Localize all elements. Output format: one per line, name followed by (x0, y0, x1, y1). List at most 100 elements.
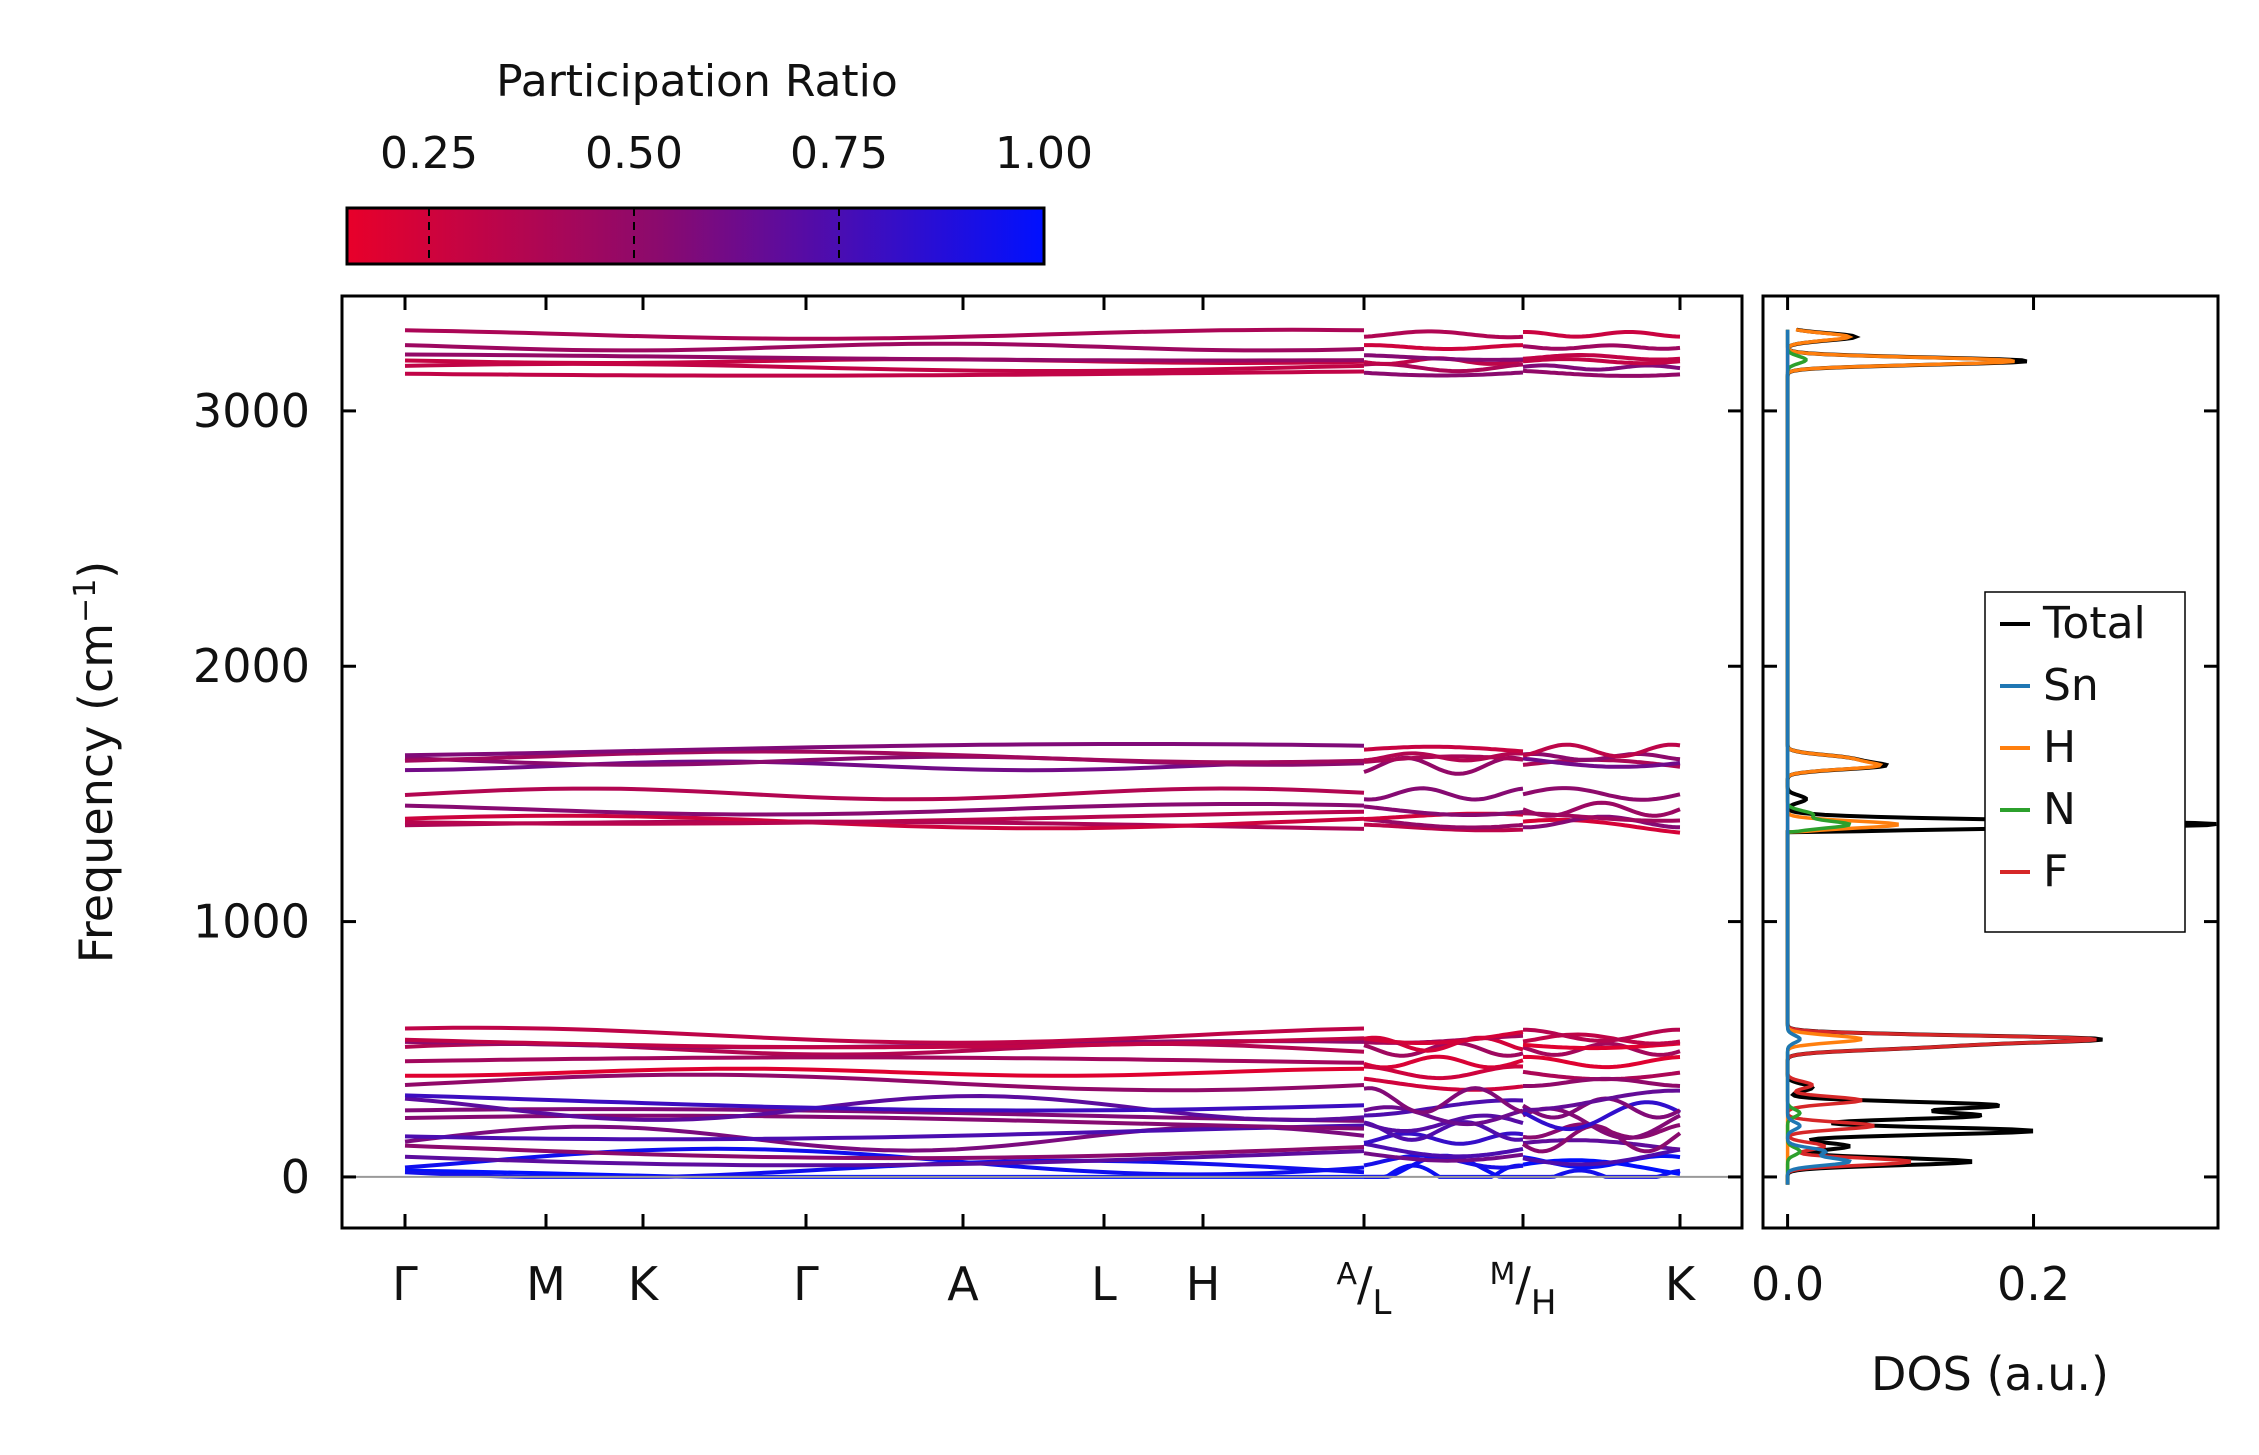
band-line (1522, 353, 1681, 362)
band-line (1522, 752, 1681, 762)
band-line (1363, 786, 1524, 802)
band-line (1522, 800, 1681, 818)
legend-label: H (2043, 722, 2076, 773)
band-line (405, 1066, 1365, 1078)
band-line (404, 1055, 1365, 1065)
colorbar-gradient (345, 206, 1046, 266)
band-line (1522, 742, 1681, 759)
band-line (1522, 1032, 1681, 1046)
band-line (1523, 1076, 1681, 1088)
x-tick-label: H (1186, 1257, 1221, 1311)
band-line (404, 1123, 1365, 1142)
band-line (1522, 1041, 1681, 1057)
band-line (1363, 1105, 1524, 1127)
band-line (1363, 1076, 1524, 1092)
band-line (404, 369, 1365, 378)
band-line (1363, 751, 1524, 763)
band-line (1363, 370, 1524, 378)
band-line (404, 1025, 1365, 1045)
band-line (1522, 343, 1681, 351)
band-line (1522, 817, 1681, 835)
band-line (1522, 1054, 1681, 1070)
band-line (404, 809, 1365, 826)
band-line (1363, 1120, 1524, 1142)
colorbar-title: Participation Ratio (496, 56, 898, 107)
band-line (1522, 1138, 1681, 1152)
band-line (1522, 1147, 1681, 1167)
band-line (1523, 330, 1681, 339)
legend-box (1984, 591, 2186, 933)
dos-panel: 0.0 0.2 DOS (a.u.) Total Sn HNF (1751, 294, 2220, 1401)
colorbar-tick-label: 0.25 (380, 128, 478, 179)
band-line (1522, 368, 1681, 378)
band-line (404, 1149, 1365, 1168)
band-line (404, 1093, 1365, 1123)
legend-label: F (2043, 846, 2068, 897)
band-axis-frame (340, 294, 1744, 1230)
band-line (1363, 1064, 1524, 1081)
band-line (1363, 1151, 1524, 1163)
x-tick-label: M/H (1490, 1257, 1557, 1323)
band-line (404, 1072, 1365, 1093)
band-line (404, 749, 1365, 765)
x-tick-label: A/L (1337, 1257, 1392, 1323)
y-tick-label: 1000 (193, 895, 310, 949)
band-line (1363, 822, 1524, 833)
band-line (1363, 1086, 1524, 1115)
band-line (404, 1143, 1365, 1161)
colorbar: Participation Ratio 0.25 0.50 0.75 1.00 (345, 56, 1093, 266)
dos-x-tick-label: 0.2 (1997, 1257, 2070, 1311)
band-line (404, 1107, 1365, 1123)
band-line (1363, 329, 1524, 340)
band-line (404, 786, 1365, 802)
band-structure-panel: 0 1000 2000 3000 Γ M K Γ A L H A/L M/H K Frequency (… (68, 294, 1744, 1323)
band-line (1522, 1100, 1681, 1132)
y-tick-label: 0 (281, 1150, 310, 1204)
band-line (1363, 744, 1524, 754)
band-line (1363, 353, 1524, 362)
band-line (1522, 786, 1681, 802)
band-line (404, 1036, 1365, 1050)
band-line (404, 742, 1365, 758)
colorbar-tick-label: 1.00 (995, 128, 1093, 179)
band-line (1363, 817, 1524, 830)
band-line (1363, 1113, 1524, 1133)
band-line (1522, 363, 1681, 372)
dos-x-tick-label: 0.0 (1751, 1257, 1824, 1311)
legend-label: Total (2042, 598, 2146, 649)
colorbar-tick-label: 0.75 (790, 128, 888, 179)
colorbar-tick-label: 0.50 (585, 128, 683, 179)
band-line (404, 1093, 1365, 1113)
band-line (1364, 343, 1524, 351)
band-line (404, 813, 1365, 831)
dos-axis-frame (1761, 294, 2220, 1230)
band-line (404, 1146, 1365, 1177)
band-line (1522, 1088, 1680, 1113)
y-tick-label: 2000 (193, 639, 310, 693)
band-line (404, 341, 1365, 353)
dos-series-sn (1785, 329, 1852, 1185)
band-line (1363, 1141, 1524, 1159)
x-tick-label: L (1091, 1257, 1117, 1311)
band-line (1522, 1027, 1680, 1043)
band-line (1363, 804, 1524, 817)
y-axis-label: Frequency (cm−1) (68, 561, 124, 964)
dos-lines (1785, 327, 2217, 1185)
dos-series-h (1785, 327, 2015, 1185)
band-lines (404, 327, 1682, 1179)
band-line (1522, 1122, 1681, 1140)
band-line (404, 352, 1365, 363)
legend-label: N (2043, 784, 2076, 835)
x-tick-label: M (526, 1257, 566, 1311)
legend: Total Sn HNF (1984, 591, 2186, 933)
x-tick-label: A (947, 1257, 979, 1311)
band-line (1522, 756, 1681, 769)
legend-label: Sn (2043, 660, 2099, 711)
band-line (1522, 357, 1681, 366)
band-line (1363, 1098, 1524, 1118)
band-line (404, 802, 1365, 817)
band-line (404, 327, 1365, 341)
dos-x-axis-label: DOS (a.u.) (1871, 1347, 2109, 1401)
x-tick-label: K (628, 1257, 660, 1311)
